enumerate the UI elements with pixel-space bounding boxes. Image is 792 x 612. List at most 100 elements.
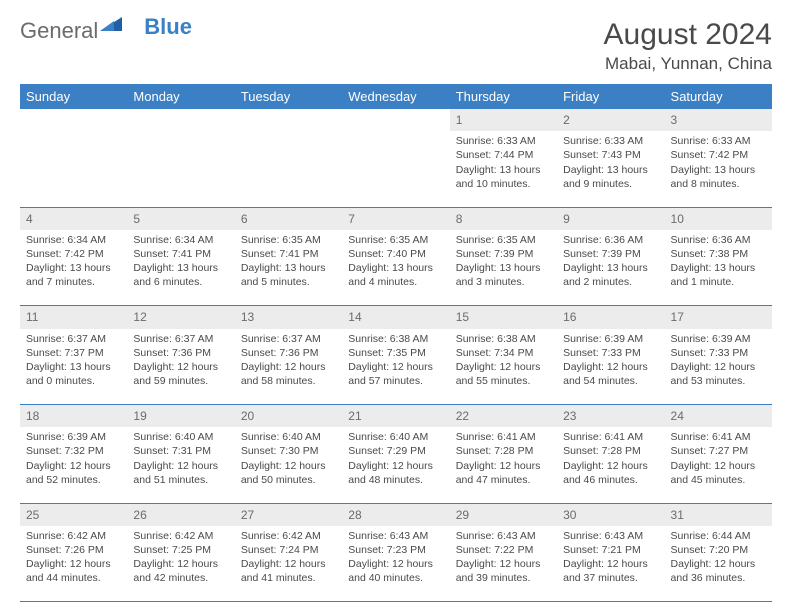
day-cell: Sunrise: 6:44 AMSunset: 7:20 PMDaylight:… [665,526,772,602]
daylight-text-2: and 0 minutes. [26,374,121,388]
day-header: Tuesday [235,84,342,109]
daylight-text-2: and 53 minutes. [671,374,766,388]
daylight-text-1: Daylight: 13 hours [26,360,121,374]
daylight-text-1: Daylight: 12 hours [348,360,443,374]
day-cell: Sunrise: 6:40 AMSunset: 7:29 PMDaylight:… [342,427,449,503]
daylight-text-1: Daylight: 12 hours [671,557,766,571]
day-cell: Sunrise: 6:43 AMSunset: 7:23 PMDaylight:… [342,526,449,602]
daylight-text-2: and 57 minutes. [348,374,443,388]
sunset-text: Sunset: 7:24 PM [241,543,336,557]
day-number: 6 [235,207,342,230]
sunset-text: Sunset: 7:22 PM [456,543,551,557]
daylight-text-1: Daylight: 13 hours [348,261,443,275]
sunrise-text: Sunrise: 6:40 AM [348,430,443,444]
daylight-text-2: and 5 minutes. [241,275,336,289]
daylight-text-2: and 46 minutes. [563,473,658,487]
day-cell: Sunrise: 6:39 AMSunset: 7:32 PMDaylight:… [20,427,127,503]
day-cell: Sunrise: 6:39 AMSunset: 7:33 PMDaylight:… [665,329,772,405]
daylight-text-1: Daylight: 13 hours [563,261,658,275]
day-detail-row: Sunrise: 6:39 AMSunset: 7:32 PMDaylight:… [20,427,772,503]
day-cell: Sunrise: 6:35 AMSunset: 7:41 PMDaylight:… [235,230,342,306]
day-number: 1 [450,109,557,131]
daylight-text-2: and 3 minutes. [456,275,551,289]
day-header: Wednesday [342,84,449,109]
sunrise-text: Sunrise: 6:36 AM [671,233,766,247]
day-header: Saturday [665,84,772,109]
sunset-text: Sunset: 7:39 PM [563,247,658,261]
daylight-text-2: and 6 minutes. [133,275,228,289]
sunrise-text: Sunrise: 6:41 AM [671,430,766,444]
sunrise-text: Sunrise: 6:38 AM [456,332,551,346]
daylight-text-1: Daylight: 12 hours [456,360,551,374]
sunrise-text: Sunrise: 6:42 AM [133,529,228,543]
logo-text-blue: Blue [144,14,192,40]
daylight-text-2: and 54 minutes. [563,374,658,388]
daylight-text-1: Daylight: 12 hours [348,557,443,571]
day-number [235,109,342,131]
sunset-text: Sunset: 7:31 PM [133,444,228,458]
daylight-text-1: Daylight: 12 hours [26,557,121,571]
day-number: 24 [665,405,772,428]
sunset-text: Sunset: 7:29 PM [348,444,443,458]
title-block: August 2024 Mabai, Yunnan, China [604,18,772,74]
day-cell: Sunrise: 6:40 AMSunset: 7:30 PMDaylight:… [235,427,342,503]
sunset-text: Sunset: 7:32 PM [26,444,121,458]
daylight-text-1: Daylight: 13 hours [671,163,766,177]
daylight-text-2: and 42 minutes. [133,571,228,585]
daylight-text-2: and 45 minutes. [671,473,766,487]
daylight-text-1: Daylight: 12 hours [671,459,766,473]
daylight-text-1: Daylight: 12 hours [456,459,551,473]
day-cell [342,131,449,207]
sunrise-text: Sunrise: 6:43 AM [348,529,443,543]
day-cell: Sunrise: 6:33 AMSunset: 7:42 PMDaylight:… [665,131,772,207]
day-cell: Sunrise: 6:39 AMSunset: 7:33 PMDaylight:… [557,329,664,405]
daylight-text-2: and 47 minutes. [456,473,551,487]
day-detail-row: Sunrise: 6:37 AMSunset: 7:37 PMDaylight:… [20,329,772,405]
daylight-text-2: and 9 minutes. [563,177,658,191]
sunset-text: Sunset: 7:42 PM [671,148,766,162]
day-number: 23 [557,405,664,428]
location: Mabai, Yunnan, China [604,54,772,74]
daylight-text-2: and 59 minutes. [133,374,228,388]
sunrise-text: Sunrise: 6:43 AM [456,529,551,543]
day-number: 13 [235,306,342,329]
sunrise-text: Sunrise: 6:38 AM [348,332,443,346]
header: General Blue August 2024 Mabai, Yunnan, … [20,18,772,74]
daylight-text-2: and 8 minutes. [671,177,766,191]
day-cell [20,131,127,207]
day-header-row: Sunday Monday Tuesday Wednesday Thursday… [20,84,772,109]
daylight-text-1: Daylight: 12 hours [241,459,336,473]
sunrise-text: Sunrise: 6:34 AM [26,233,121,247]
sunrise-text: Sunrise: 6:42 AM [26,529,121,543]
day-number: 29 [450,503,557,526]
sunset-text: Sunset: 7:33 PM [563,346,658,360]
daylight-text-2: and 48 minutes. [348,473,443,487]
sunrise-text: Sunrise: 6:41 AM [456,430,551,444]
calendar-table: Sunday Monday Tuesday Wednesday Thursday… [20,84,772,602]
sunset-text: Sunset: 7:44 PM [456,148,551,162]
daylight-text-2: and 39 minutes. [456,571,551,585]
day-number: 22 [450,405,557,428]
sunrise-text: Sunrise: 6:40 AM [133,430,228,444]
day-number-row: 25262728293031 [20,503,772,526]
day-cell: Sunrise: 6:37 AMSunset: 7:37 PMDaylight:… [20,329,127,405]
day-number [127,109,234,131]
month-title: August 2024 [604,18,772,52]
day-number-row: 123 [20,109,772,131]
daylight-text-2: and 36 minutes. [671,571,766,585]
day-cell: Sunrise: 6:33 AMSunset: 7:43 PMDaylight:… [557,131,664,207]
daylight-text-2: and 52 minutes. [26,473,121,487]
sunset-text: Sunset: 7:30 PM [241,444,336,458]
day-number: 10 [665,207,772,230]
day-number-row: 11121314151617 [20,306,772,329]
daylight-text-2: and 41 minutes. [241,571,336,585]
day-detail-row: Sunrise: 6:42 AMSunset: 7:26 PMDaylight:… [20,526,772,602]
day-cell [127,131,234,207]
daylight-text-1: Daylight: 12 hours [241,557,336,571]
day-cell: Sunrise: 6:33 AMSunset: 7:44 PMDaylight:… [450,131,557,207]
day-cell: Sunrise: 6:43 AMSunset: 7:22 PMDaylight:… [450,526,557,602]
sunset-text: Sunset: 7:23 PM [348,543,443,557]
daylight-text-2: and 1 minute. [671,275,766,289]
day-cell: Sunrise: 6:36 AMSunset: 7:39 PMDaylight:… [557,230,664,306]
sunrise-text: Sunrise: 6:33 AM [563,134,658,148]
